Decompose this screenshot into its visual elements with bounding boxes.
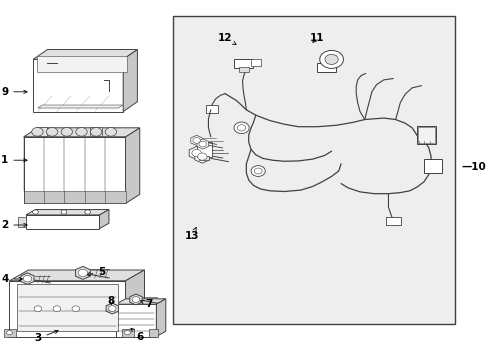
Circle shape — [234, 122, 249, 134]
Polygon shape — [106, 303, 118, 314]
Circle shape — [108, 306, 116, 311]
Circle shape — [191, 149, 201, 157]
Text: 2: 2 — [1, 220, 27, 230]
Bar — [239, 67, 248, 72]
Bar — [122, 329, 133, 337]
Circle shape — [132, 297, 140, 302]
Bar — [423, 159, 441, 173]
Circle shape — [72, 306, 80, 312]
Text: 5: 5 — [86, 267, 105, 277]
Circle shape — [197, 153, 206, 160]
Circle shape — [33, 210, 38, 214]
Circle shape — [46, 127, 58, 136]
Circle shape — [237, 125, 245, 131]
Bar — [4, 329, 16, 337]
Polygon shape — [9, 270, 144, 281]
Text: 8: 8 — [107, 296, 115, 306]
Polygon shape — [75, 266, 90, 279]
Polygon shape — [26, 210, 109, 215]
Bar — [26, 215, 99, 229]
Polygon shape — [33, 59, 123, 112]
Polygon shape — [123, 50, 137, 112]
Circle shape — [105, 127, 116, 136]
Circle shape — [23, 275, 32, 282]
Polygon shape — [197, 139, 208, 149]
Polygon shape — [125, 270, 144, 337]
Text: 3: 3 — [34, 330, 58, 343]
Circle shape — [192, 138, 200, 143]
Bar — [173, 16, 454, 324]
Text: 7: 7 — [140, 299, 153, 309]
Text: 12: 12 — [217, 33, 236, 45]
Bar — [36, 127, 47, 136]
Polygon shape — [33, 50, 137, 59]
Circle shape — [78, 269, 87, 276]
Bar — [317, 63, 336, 72]
Text: 9: 9 — [1, 87, 27, 97]
Bar — [23, 137, 125, 203]
Polygon shape — [190, 135, 202, 145]
Polygon shape — [129, 294, 142, 305]
Circle shape — [199, 141, 206, 147]
Polygon shape — [116, 299, 165, 304]
Bar — [417, 127, 434, 143]
Polygon shape — [156, 299, 165, 337]
Circle shape — [84, 210, 90, 214]
Text: 1: 1 — [1, 155, 27, 165]
Circle shape — [254, 168, 262, 174]
Circle shape — [124, 330, 130, 335]
Bar — [149, 329, 158, 337]
Polygon shape — [125, 128, 140, 203]
Circle shape — [319, 50, 343, 68]
Circle shape — [34, 306, 41, 312]
Bar — [116, 304, 156, 337]
Bar — [196, 142, 211, 157]
Text: 13: 13 — [184, 228, 199, 241]
Bar — [250, 59, 260, 66]
Circle shape — [61, 210, 67, 214]
Polygon shape — [23, 128, 140, 137]
Polygon shape — [99, 210, 109, 229]
Circle shape — [325, 54, 338, 64]
Bar — [9, 281, 125, 337]
Bar — [205, 105, 218, 113]
Circle shape — [250, 166, 265, 176]
Text: 11: 11 — [309, 33, 324, 43]
Circle shape — [53, 306, 61, 312]
Bar — [23, 192, 125, 203]
Bar — [416, 126, 435, 144]
Polygon shape — [189, 147, 203, 159]
Bar — [386, 217, 401, 225]
Circle shape — [90, 127, 102, 136]
Polygon shape — [21, 273, 34, 284]
Text: 4: 4 — [1, 274, 22, 284]
Circle shape — [61, 127, 72, 136]
Bar — [17, 284, 118, 331]
Polygon shape — [38, 105, 122, 108]
Circle shape — [7, 330, 12, 335]
Bar — [234, 59, 253, 68]
Circle shape — [32, 127, 43, 136]
Circle shape — [76, 127, 87, 136]
Polygon shape — [38, 57, 127, 72]
Bar — [18, 217, 26, 227]
Bar — [90, 127, 102, 136]
Text: 6: 6 — [131, 328, 143, 342]
Bar — [199, 156, 209, 160]
Text: —10: —10 — [461, 162, 486, 172]
Polygon shape — [195, 150, 209, 163]
